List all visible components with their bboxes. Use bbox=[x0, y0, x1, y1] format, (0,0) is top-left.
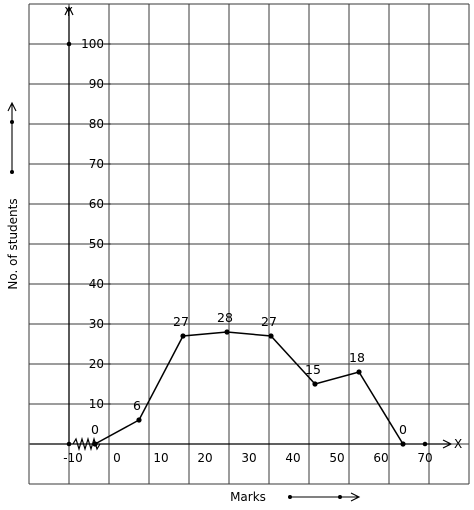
data-label: 6 bbox=[133, 398, 141, 413]
x-tick-label: 10 bbox=[153, 451, 168, 465]
data-point bbox=[268, 333, 274, 339]
y-axis-arrowhead bbox=[64, 5, 74, 16]
y-tick-label: 80 bbox=[89, 117, 104, 131]
data-label: 27 bbox=[261, 314, 277, 329]
y-axis-end-dot bbox=[66, 41, 72, 47]
y-tick-label: 30 bbox=[89, 317, 104, 331]
y-tick-label: 50 bbox=[89, 237, 104, 251]
x-tick-label: 20 bbox=[197, 451, 212, 465]
origin-dot bbox=[66, 441, 72, 447]
data-point bbox=[136, 417, 142, 423]
y-axis-letter: Y bbox=[64, 5, 73, 19]
y-tick-label: 100 bbox=[81, 37, 104, 51]
y-direction-arrow bbox=[7, 101, 17, 174]
x-tick-label: 30 bbox=[241, 451, 256, 465]
data-point bbox=[224, 329, 230, 335]
x-axis-title: Marks bbox=[230, 490, 266, 504]
data-label: 28 bbox=[217, 310, 233, 325]
data-label: 0 bbox=[91, 422, 99, 437]
y-tick-label: 90 bbox=[89, 77, 104, 91]
x-axis-end-dot bbox=[422, 441, 428, 447]
series-line bbox=[94, 331, 404, 445]
x-tick-label: -10 bbox=[63, 451, 83, 465]
y-tick-label: 40 bbox=[89, 277, 104, 291]
data-point bbox=[92, 441, 98, 447]
x-tick-label: 40 bbox=[285, 451, 300, 465]
axes: X Y bbox=[30, 5, 462, 452]
y-tick-label: 70 bbox=[89, 157, 104, 171]
data-point bbox=[180, 333, 186, 339]
data-point bbox=[312, 381, 318, 387]
x-direction-arrow bbox=[288, 492, 361, 502]
y-tick-label: 10 bbox=[89, 397, 104, 411]
y-axis-title: No. of students bbox=[6, 198, 20, 289]
x-tick-label: 70 bbox=[417, 451, 432, 465]
x-tick-label: 0 bbox=[113, 451, 121, 465]
data-label: 18 bbox=[349, 350, 365, 365]
x-tick-label: 50 bbox=[329, 451, 344, 465]
data-point bbox=[356, 369, 362, 375]
y-tick-label: 20 bbox=[89, 357, 104, 371]
x-tick-label: 60 bbox=[373, 451, 388, 465]
x-axis-letter: X bbox=[454, 437, 462, 451]
grid bbox=[28, 3, 470, 485]
data-label: 0 bbox=[399, 422, 407, 437]
data-label: 15 bbox=[305, 362, 321, 377]
y-tick-label: 60 bbox=[89, 197, 104, 211]
data-point bbox=[400, 441, 406, 447]
data-label: 27 bbox=[173, 314, 189, 329]
x-axis-arrowhead bbox=[442, 439, 453, 449]
series: 0 6 27 28 27 15 18 0 bbox=[91, 310, 407, 447]
